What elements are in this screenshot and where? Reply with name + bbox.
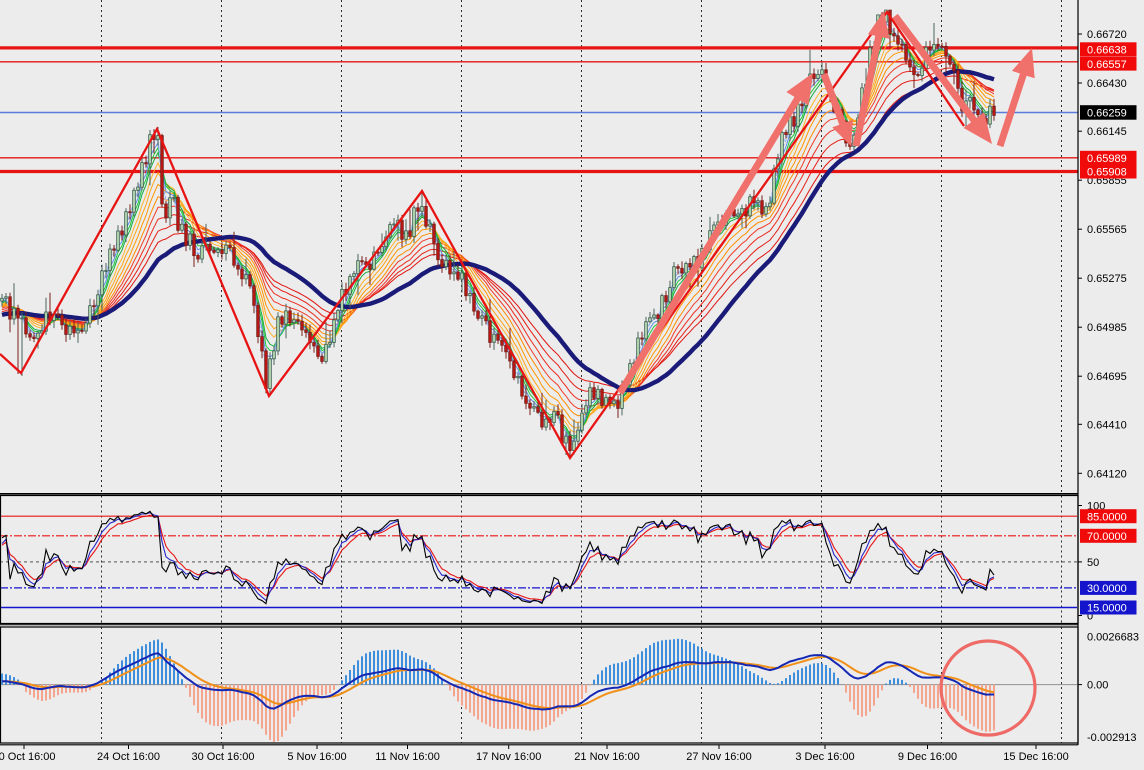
- svg-text:21 Nov 16:00: 21 Nov 16:00: [574, 751, 639, 763]
- svg-text:0.65989: 0.65989: [1087, 153, 1127, 165]
- svg-text:0.64695: 0.64695: [1087, 371, 1127, 383]
- svg-text:0.00: 0.00: [1087, 680, 1108, 692]
- svg-text:0.66430: 0.66430: [1087, 78, 1127, 90]
- svg-text:24 Oct 16:00: 24 Oct 16:00: [97, 751, 160, 763]
- svg-text:15 Dec 16:00: 15 Dec 16:00: [1003, 751, 1068, 763]
- svg-text:30.0000: 30.0000: [1087, 583, 1127, 595]
- svg-text:0.66557: 0.66557: [1087, 59, 1127, 71]
- svg-text:17 Nov 16:00: 17 Nov 16:00: [476, 751, 541, 763]
- svg-text:0.66720: 0.66720: [1087, 29, 1127, 41]
- svg-text:3 Dec 16:00: 3 Dec 16:00: [795, 751, 854, 763]
- svg-text:0.65908: 0.65908: [1087, 167, 1127, 179]
- svg-text:9 Dec 16:00: 9 Dec 16:00: [898, 751, 957, 763]
- svg-text:0.66259: 0.66259: [1087, 108, 1127, 120]
- svg-text:27 Nov 16:00: 27 Nov 16:00: [686, 751, 751, 763]
- svg-text:0.64410: 0.64410: [1087, 419, 1127, 431]
- svg-text:0.64120: 0.64120: [1087, 468, 1127, 480]
- svg-text:0.65275: 0.65275: [1087, 273, 1127, 285]
- svg-text:0: 0: [1087, 611, 1093, 623]
- svg-text:85.0000: 85.0000: [1087, 511, 1127, 523]
- svg-text:20 Oct 16:00: 20 Oct 16:00: [0, 751, 56, 763]
- svg-text:0.0026683: 0.0026683: [1087, 632, 1139, 644]
- svg-text:15.0000: 15.0000: [1087, 603, 1127, 615]
- svg-text:0.65565: 0.65565: [1087, 224, 1127, 236]
- svg-text:5 Nov 16:00: 5 Nov 16:00: [287, 751, 346, 763]
- svg-text:-0.002913: -0.002913: [1087, 732, 1137, 744]
- svg-text:11 Nov 16:00: 11 Nov 16:00: [375, 751, 440, 763]
- svg-text:0.66638: 0.66638: [1087, 45, 1127, 57]
- svg-text:50: 50: [1087, 557, 1099, 569]
- svg-text:0.66145: 0.66145: [1087, 126, 1127, 138]
- svg-text:70.0000: 70.0000: [1087, 531, 1127, 543]
- svg-text:0.64985: 0.64985: [1087, 322, 1127, 334]
- svg-text:30 Oct 16:00: 30 Oct 16:00: [192, 751, 255, 763]
